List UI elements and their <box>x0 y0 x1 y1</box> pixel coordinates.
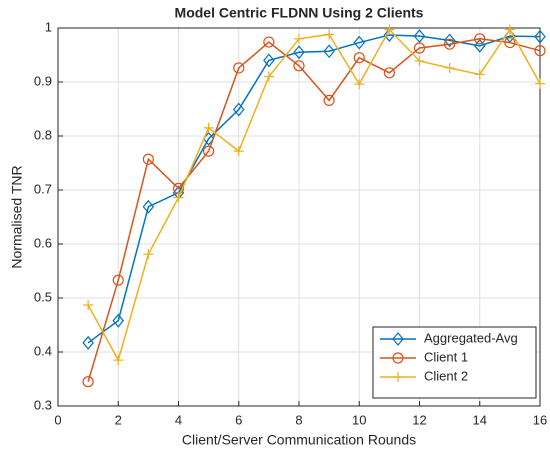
y-tick-label: 0.8 <box>34 127 52 142</box>
marker <box>82 376 94 388</box>
y-tick-label: 0.5 <box>34 289 52 304</box>
marker <box>353 35 366 50</box>
marker <box>324 29 335 40</box>
y-axis-label: Normalised TNR <box>9 165 25 268</box>
legend-label: Aggregated-Avg <box>424 330 518 345</box>
marker <box>142 153 154 165</box>
marker <box>82 335 94 350</box>
marker <box>354 79 365 90</box>
marker <box>233 146 244 157</box>
marker <box>393 372 403 382</box>
x-tick-label: 8 <box>295 412 302 427</box>
marker <box>392 352 404 364</box>
marker <box>83 300 94 311</box>
x-tick-label: 6 <box>235 412 242 427</box>
marker <box>473 38 486 53</box>
marker <box>293 45 305 60</box>
marker <box>113 355 124 366</box>
marker <box>414 55 425 66</box>
marker <box>294 33 304 44</box>
x-tick-label: 2 <box>115 412 122 427</box>
marker <box>263 36 275 48</box>
marker <box>323 44 335 59</box>
marker <box>474 33 486 45</box>
series-line <box>87 28 541 363</box>
x-tick-label: 14 <box>473 412 487 427</box>
marker <box>444 38 456 50</box>
marker <box>504 24 515 35</box>
marker <box>504 36 516 49</box>
marker <box>353 52 365 64</box>
legend-label: Client 1 <box>424 349 468 364</box>
marker <box>232 102 245 117</box>
marker <box>474 69 485 80</box>
marker <box>263 53 275 68</box>
marker <box>413 29 426 44</box>
marker <box>443 33 456 48</box>
chart-title: Model Centric FLDNN Using 2 Clients <box>175 5 424 21</box>
marker <box>384 24 395 35</box>
y-tick-label: 0.4 <box>34 343 52 358</box>
series-line <box>87 34 541 344</box>
y-tick-label: 1 <box>45 19 52 34</box>
marker <box>203 122 214 133</box>
marker <box>112 274 124 286</box>
marker <box>263 71 274 82</box>
marker <box>413 42 426 54</box>
marker <box>142 199 155 214</box>
y-tick-label: 0.7 <box>34 181 52 196</box>
x-tick-label: 0 <box>54 412 61 427</box>
y-tick-label: 0.3 <box>34 397 52 412</box>
marker <box>444 62 455 73</box>
marker <box>173 192 184 203</box>
marker <box>203 145 215 157</box>
x-tick-label: 12 <box>412 412 426 427</box>
marker <box>143 249 154 260</box>
marker <box>392 332 404 346</box>
marker <box>112 313 125 328</box>
marker <box>535 78 545 89</box>
x-tick-label: 10 <box>352 412 366 427</box>
series-line <box>87 38 541 382</box>
marker <box>233 62 245 74</box>
x-axis-label: Client/Server Communication Rounds <box>182 432 416 448</box>
axes-box <box>57 27 541 407</box>
marker <box>383 67 395 79</box>
marker <box>534 45 546 57</box>
y-tick-label: 0.6 <box>34 235 52 250</box>
y-tick-label: 0.9 <box>34 73 52 88</box>
marker <box>323 94 335 106</box>
legend-label: Client 2 <box>424 368 468 383</box>
marker <box>534 29 546 44</box>
x-tick-label: 16 <box>533 412 547 427</box>
x-tick-label: 4 <box>175 412 182 427</box>
marker <box>293 60 305 72</box>
